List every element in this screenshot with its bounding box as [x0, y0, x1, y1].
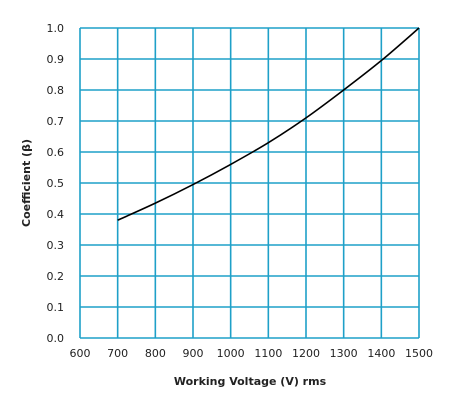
x-tick-label: 600 [70, 347, 91, 360]
y-tick-labels: 0.0 0.1 0.2 0.3 0.4 0.5 0.6 0.7 0.8 0.9 1.0 [47, 22, 65, 345]
y-tick-label: 0.8 [47, 84, 65, 97]
x-tick-label: 1200 [292, 347, 320, 360]
x-tick-labels: 600 700 800 900 1000 1100 1200 1300 1400 1500 [70, 347, 434, 360]
series-group [117, 27, 420, 221]
y-tick-label: 1.0 [47, 22, 65, 35]
x-tick-label: 800 [145, 347, 166, 360]
y-tick-label: 0.9 [47, 53, 65, 66]
y-tick-label: 0.1 [47, 301, 65, 314]
x-tick-label: 1300 [330, 347, 358, 360]
y-axis-title: Coefficient (β) [20, 139, 33, 227]
y-tick-label: 0.0 [47, 332, 65, 345]
x-tick-label: 1000 [217, 347, 245, 360]
x-tick-label: 700 [107, 347, 128, 360]
grid [79, 27, 420, 339]
x-tick-label: 1100 [254, 347, 282, 360]
x-tick-label: 1500 [405, 347, 433, 360]
y-tick-label: 0.3 [47, 239, 65, 252]
y-tick-label: 0.2 [47, 270, 65, 283]
y-tick-label: 0.4 [47, 208, 65, 221]
y-tick-label: 0.5 [47, 177, 65, 190]
x-tick-label: 900 [183, 347, 204, 360]
x-tick-label: 1400 [367, 347, 395, 360]
y-tick-label: 0.7 [47, 115, 65, 128]
x-axis-title: Working Voltage (V) rms [174, 375, 327, 388]
series-line [117, 27, 420, 221]
y-tick-label: 0.6 [47, 146, 65, 159]
